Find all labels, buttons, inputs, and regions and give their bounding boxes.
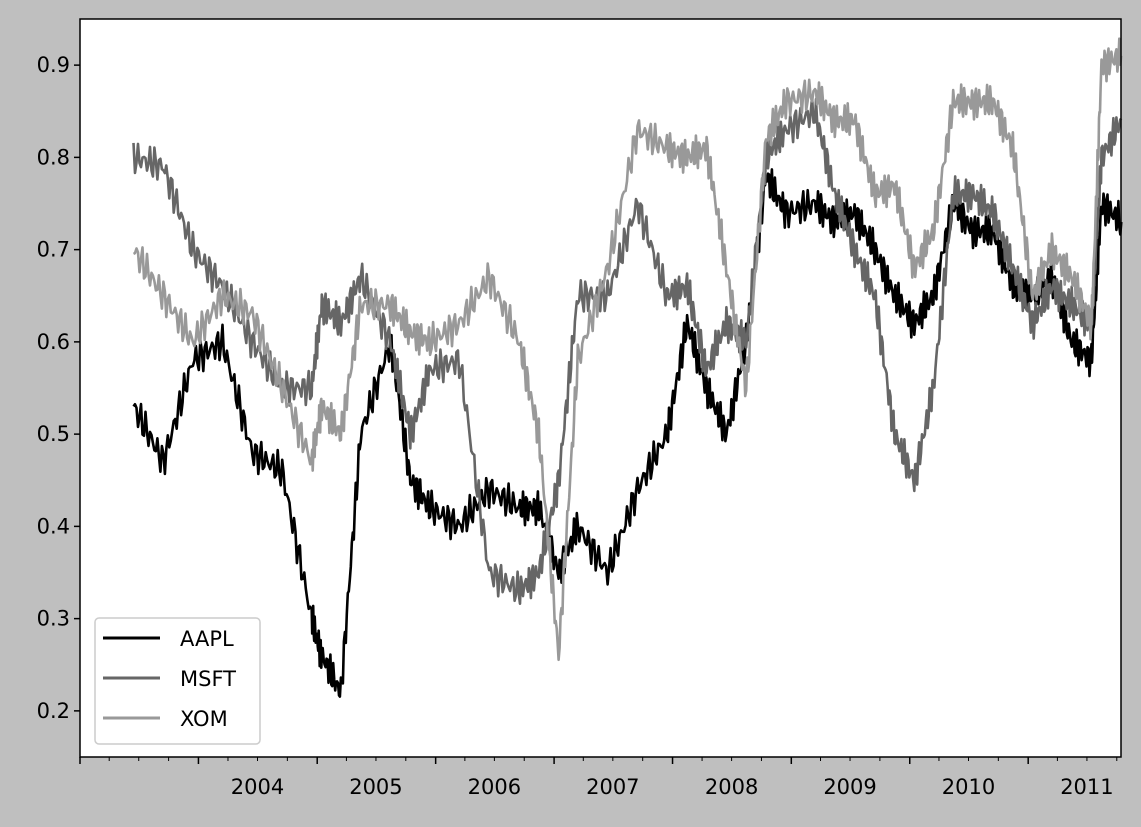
x-tick-label: 2004 — [231, 775, 284, 799]
plot-frame — [79, 18, 1122, 758]
x-tick-label: 2011 — [1060, 775, 1113, 799]
series-line-xom — [132, 37, 1123, 662]
y-tick-label: 0.3 — [37, 607, 70, 631]
legend-label-aapl: AAPL — [180, 627, 234, 651]
x-tick-label: 2006 — [468, 775, 521, 799]
x-tick-label: 2005 — [349, 775, 402, 799]
series-line-aapl — [132, 168, 1123, 698]
legend-box — [94, 617, 261, 745]
legend: AAPL MSFT XOM — [94, 617, 261, 745]
x-tick-label: 2007 — [586, 775, 639, 799]
series-line-msft — [132, 95, 1123, 606]
x-tick-label: 2009 — [823, 775, 876, 799]
legend-label-xom: XOM — [180, 707, 228, 731]
y-tick-label: 0.4 — [37, 514, 70, 538]
y-tick-label: 0.2 — [37, 699, 70, 723]
y-axis: 0.2 0.3 0.4 0.5 0.6 0.7 0.8 0.9 — [37, 53, 80, 723]
x-axis: 2004 2005 2006 2007 2008 2009 2010 2011 — [79, 757, 1118, 799]
series-layer — [132, 37, 1123, 698]
y-tick-label: 0.5 — [37, 422, 70, 446]
y-tick-label: 0.9 — [37, 53, 70, 77]
y-tick-label: 0.8 — [37, 145, 70, 169]
x-tick-label: 2010 — [942, 775, 995, 799]
y-tick-label: 0.7 — [37, 238, 70, 262]
legend-label-msft: MSFT — [180, 667, 236, 691]
x-tick-label: 2008 — [705, 775, 758, 799]
y-tick-label: 0.6 — [37, 330, 70, 354]
